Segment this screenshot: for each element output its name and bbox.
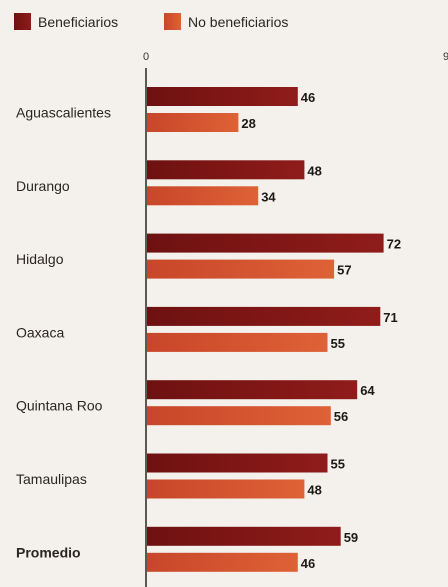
legend-swatch-beneficiarios <box>14 13 31 30</box>
category-label-durango: Durango <box>16 178 70 194</box>
bar-aguascalientes-beneficiarios <box>147 87 298 106</box>
category-label-tamaulipas: Tamaulipas <box>16 471 87 487</box>
value-label-oaxaca-beneficiarios: 71 <box>383 310 397 325</box>
value-label-promedio-beneficiarios: 59 <box>344 530 358 545</box>
tick-label-90: 90 <box>443 51 448 63</box>
category-labels: Aguascalientes Durango Hidalgo Oaxaca Quinta… <box>16 105 111 561</box>
value-label-quintana-roo-no-beneficiarios: 56 <box>334 409 348 424</box>
bar-durango-beneficiarios <box>147 160 305 180</box>
bar-aguascalientes-no-beneficiarios <box>147 113 239 132</box>
value-label-promedio-no-beneficiarios: 46 <box>301 556 315 571</box>
axis-ticks: 0 90 <box>143 51 448 63</box>
bar-hidalgo-beneficiarios <box>147 233 384 253</box>
category-label-hidalgo: Hidalgo <box>16 251 64 267</box>
bar-tamaulipas-no-beneficiarios <box>147 479 305 499</box>
bars <box>147 87 384 572</box>
bar-hidalgo-no-beneficiarios <box>147 259 335 279</box>
value-label-hidalgo-no-beneficiarios: 57 <box>337 263 351 278</box>
value-label-tamaulipas-beneficiarios: 55 <box>331 457 345 472</box>
category-label-quintana-roo: Quintana Roo <box>16 398 103 414</box>
legend: Beneficiarios No beneficiarios <box>14 13 288 30</box>
bar-oaxaca-beneficiarios <box>147 306 381 326</box>
category-label-aguascalientes: Aguascalientes <box>16 105 111 121</box>
bar-promedio-no-beneficiarios <box>147 552 298 572</box>
bar-quintana-roo-beneficiarios <box>147 380 358 400</box>
value-label-aguascalientes-beneficiarios: 46 <box>301 90 315 105</box>
legend-swatch-no-beneficiarios <box>164 13 181 30</box>
tick-label-0: 0 <box>143 51 149 63</box>
value-label-tamaulipas-no-beneficiarios: 48 <box>307 483 321 498</box>
value-labels: 46 28 48 34 72 57 71 55 64 56 55 48 59 46 <box>241 90 401 571</box>
bar-promedio-beneficiarios <box>147 526 341 546</box>
value-label-quintana-roo-beneficiarios: 64 <box>360 383 375 398</box>
value-label-hidalgo-beneficiarios: 72 <box>387 237 401 252</box>
bar-quintana-roo-no-beneficiarios <box>147 406 331 426</box>
bar-oaxaca-no-beneficiarios <box>147 332 328 352</box>
bar-durango-no-beneficiarios <box>147 186 259 206</box>
value-label-durango-beneficiarios: 48 <box>307 163 321 178</box>
value-label-aguascalientes-no-beneficiarios: 28 <box>241 116 255 131</box>
bar-tamaulipas-beneficiarios <box>147 453 328 473</box>
value-label-durango-no-beneficiarios: 34 <box>261 189 276 204</box>
value-label-oaxaca-no-beneficiarios: 55 <box>331 336 345 351</box>
legend-label-no-beneficiarios: No beneficiarios <box>188 14 288 30</box>
legend-label-beneficiarios: Beneficiarios <box>38 14 118 30</box>
category-label-promedio: Promedio <box>16 544 81 560</box>
category-label-oaxaca: Oaxaca <box>16 324 64 340</box>
